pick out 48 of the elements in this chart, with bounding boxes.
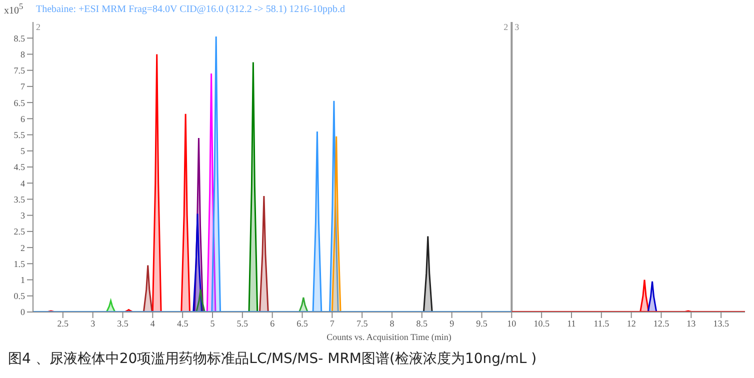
y-tick-label: 2 [20, 242, 25, 253]
x-tick-label: 7 [330, 318, 335, 328]
caption: 图4 、尿液检体中20项滥用药物标准品LC/MS/MS- MRM图谱(检液浓度为10ng/mL ) [8, 350, 537, 368]
x-tick-label: 7.5 [356, 318, 368, 328]
x-tick-label: 3.5 [117, 318, 129, 328]
x-tick-label: 6.5 [296, 318, 308, 328]
y-axis-title: x10$^{5}$ [4, 2, 24, 16]
x-tick-label: 10.5 [534, 318, 550, 328]
x-tick-label: 13 [686, 318, 696, 328]
x-tick-label: 13.5 [713, 318, 730, 328]
y-tick-label: 6.5 [14, 98, 26, 108]
y-tick-label: 7 [20, 82, 26, 92]
y-tick-label: 5.5 [14, 130, 26, 140]
y-tick-label: 8.5 [14, 33, 26, 44]
x-tick-label: 10 [507, 318, 517, 328]
x-tick-label: 9 [450, 318, 455, 328]
y-tick-label: 4.5 [14, 162, 26, 172]
y-tick-label: 5 [20, 146, 26, 156]
y-tick-label: 7.5 [14, 66, 26, 76]
y-tick-label: 2.5 [14, 226, 26, 237]
y-tick-label: 0 [20, 307, 26, 318]
y-tick-label: 0.5 [14, 291, 26, 302]
x-tick-label: 8.5 [416, 318, 428, 328]
y-tick-label: 3 [20, 210, 26, 221]
y-tick-label: 4 [20, 178, 26, 188]
x-tick-label: 4 [150, 318, 156, 328]
x-tick-label: 5.5 [236, 318, 249, 328]
x-tick-label: 11.5 [594, 318, 610, 328]
x-tick-label: 3 [90, 318, 96, 328]
x-tick-label: 6 [270, 318, 276, 328]
x-tick-label: 12 [626, 318, 636, 328]
annotation: 3 [514, 22, 520, 32]
y-tick-label: 1 [20, 274, 25, 285]
y-tick-label: 3.5 [14, 194, 26, 204]
x-tick-label: 2.5 [57, 318, 70, 328]
y-tick-label: 6 [20, 114, 26, 124]
x-tick-label: 8 [390, 318, 395, 328]
x-tick-label: 4.5 [176, 318, 189, 328]
x-tick-label: 11 [567, 318, 576, 328]
x-axis-title: Counts vs. Acquisition Time (min) [326, 332, 452, 342]
annotation: 2 [504, 22, 508, 32]
x-tick-label: 12.5 [653, 318, 670, 328]
chart-title: Thebaine: +ESI MRM Frag=84.0V CID@16.0 (312.2 -> 58.1) 1216-10ppb.d [36, 4, 345, 15]
y-tick-label: 1.5 [14, 258, 26, 269]
annotation: 2 [36, 22, 40, 32]
x-tick-label: 5 [210, 318, 216, 328]
y-tick-label: 8 [20, 49, 26, 60]
x-tick-label: 9.5 [476, 318, 488, 328]
